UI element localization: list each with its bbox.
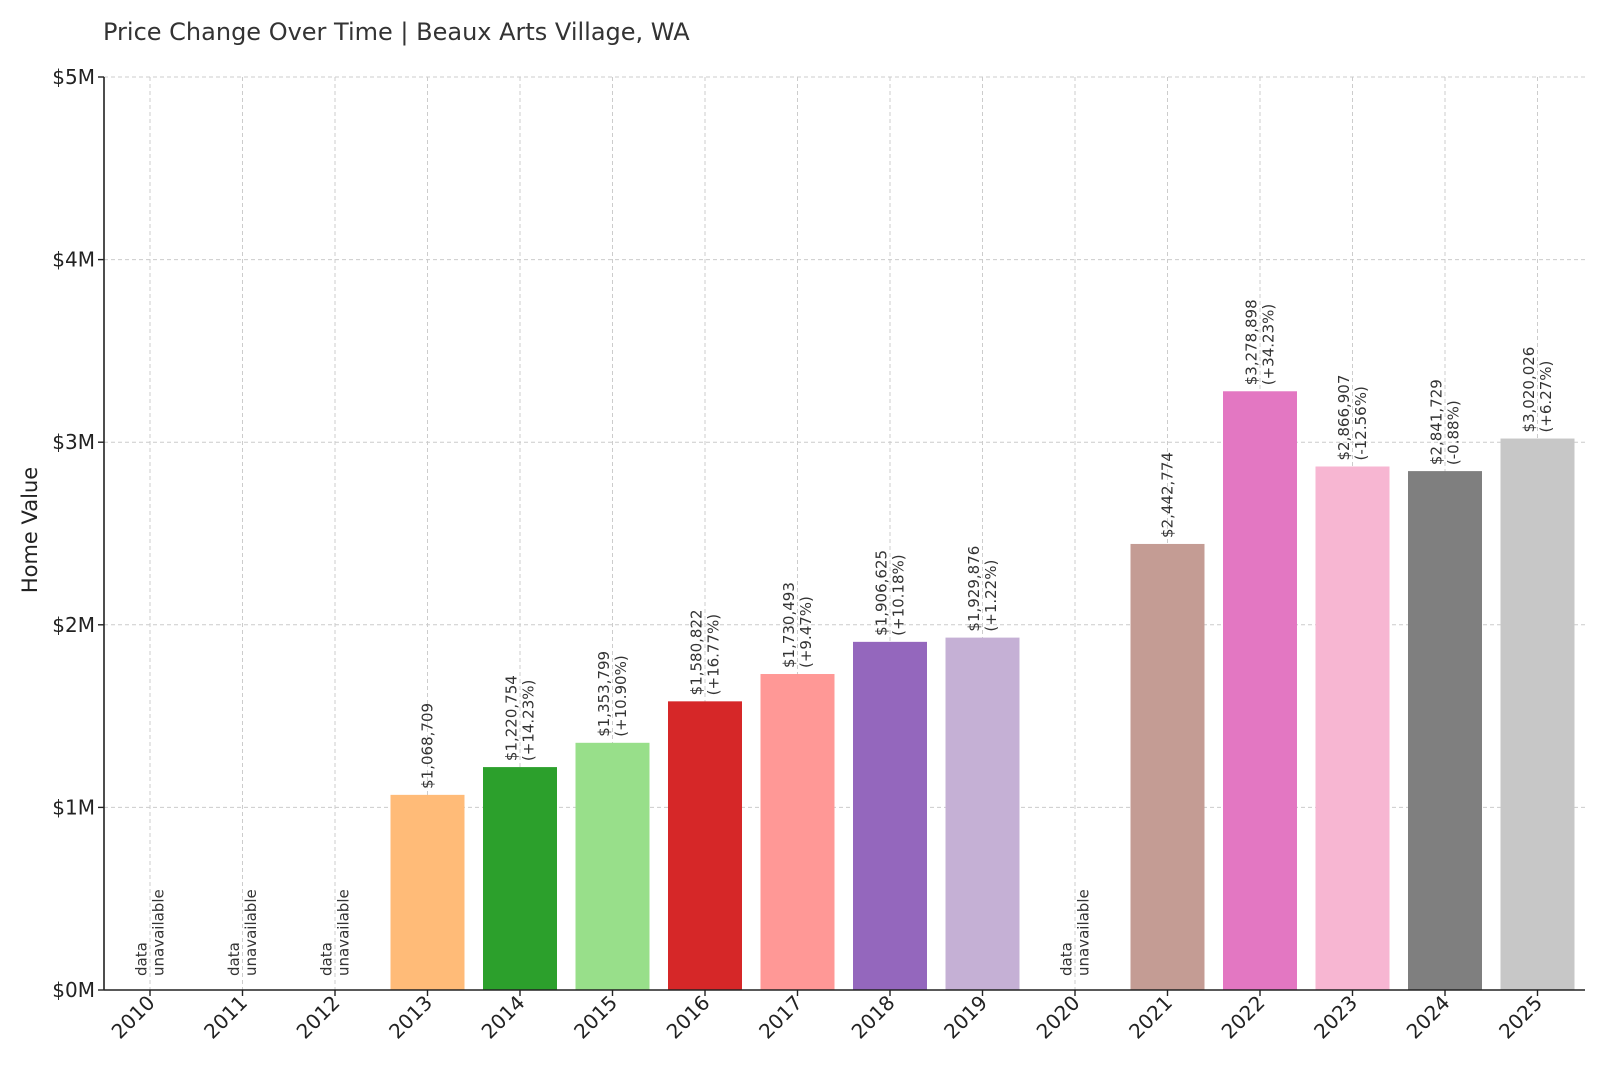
bar-value-label: $2,866,907 [1335, 375, 1353, 461]
bars [390, 391, 1575, 991]
x-tick-label: 2019 [939, 991, 992, 1044]
x-tick-label: 2014 [477, 991, 530, 1044]
bar-value-label: $1,580,822 [688, 609, 706, 695]
bar [1408, 471, 1482, 990]
y-axis-label: Home Value [18, 467, 42, 593]
data-unavailable-label: unavailable [1075, 889, 1093, 976]
bar-value-label: $1,353,799 [595, 651, 613, 737]
x-tick-label: 2016 [662, 991, 715, 1044]
bar [1315, 466, 1390, 990]
bar-value-label: $1,929,876 [965, 546, 983, 632]
y-tick-label: $0M [52, 978, 95, 1002]
x-tick-label: 2021 [1124, 991, 1177, 1044]
bar-value-label: $2,841,729 [1428, 379, 1446, 465]
axes [103, 77, 1585, 991]
bar-value-label: (+6.27%) [1537, 361, 1555, 433]
bar [390, 794, 465, 990]
x-tick-label: 2010 [107, 991, 160, 1044]
y-ticks: $0M $1M $2M $3M $4M $5M [52, 65, 104, 1002]
bar [853, 641, 927, 990]
data-unavailable-label: unavailable [150, 889, 168, 976]
y-tick-label: $3M [52, 430, 95, 454]
data-unavailable-label: data [1058, 942, 1076, 976]
bar [483, 767, 557, 990]
x-tick-label: 2012 [292, 991, 345, 1044]
x-tick-label: 2025 [1494, 991, 1547, 1044]
bar [1223, 391, 1297, 991]
x-tick-label: 2013 [384, 991, 437, 1044]
bar-value-label: $3,278,898 [1243, 299, 1261, 385]
bar-value-label: $1,068,709 [419, 703, 437, 789]
y-tick-label: $1M [52, 795, 95, 819]
chart-title: Price Change Over Time | Beaux Arts Vill… [103, 18, 690, 46]
data-unavailable-label: data [133, 942, 151, 976]
bar-value-label: (+10.90%) [612, 655, 630, 736]
y-tick-label: $4M [52, 248, 95, 272]
bar-value-label: $1,220,754 [503, 675, 521, 761]
bar-value-label: $1,906,625 [873, 550, 891, 636]
bar-value-label: (-0.88%) [1445, 400, 1463, 465]
bar-value-label: $1,730,493 [780, 582, 798, 668]
x-tick-label: 2018 [847, 991, 900, 1044]
bar [668, 701, 742, 990]
bar [760, 674, 835, 990]
x-tick-label: 2015 [569, 991, 622, 1044]
bar-value-label: (+16.77%) [705, 614, 723, 695]
bar [1130, 543, 1205, 990]
data-unavailable-label: unavailable [335, 889, 353, 976]
x-tick-label: 2020 [1032, 991, 1085, 1044]
bar-value-label: (+1.22%) [982, 560, 1000, 632]
bar-value-label: (+34.23%) [1260, 304, 1278, 385]
x-ticks: 2010 2011 2012 2013 2014 2015 2016 2017 2018 2019… [107, 990, 1547, 1044]
data-unavailable-label: unavailable [242, 889, 260, 976]
data-unavailable-label: data [318, 942, 336, 976]
bar [575, 742, 650, 990]
data-unavailable-label: data [225, 942, 243, 976]
bar [1500, 438, 1575, 991]
x-tick-label: 2011 [199, 991, 252, 1044]
bar-value-label: (+10.18%) [890, 554, 908, 635]
bar-value-label: (+9.47%) [797, 596, 815, 668]
y-tick-label: $2M [52, 613, 95, 637]
bar-value-label: (-12.56%) [1352, 386, 1370, 460]
bar-value-label: $3,020,026 [1520, 347, 1538, 433]
bar-value-label: $2,442,774 [1159, 452, 1177, 538]
bar-value-label: (+14.23%) [520, 680, 538, 761]
x-tick-label: 2024 [1402, 991, 1455, 1044]
x-tick-label: 2022 [1217, 991, 1270, 1044]
x-tick-label: 2017 [754, 991, 807, 1044]
y-tick-label: $5M [52, 65, 95, 89]
bar-labels: data unavailable data unavailable data unavai… [133, 299, 1556, 976]
bar [945, 637, 1020, 990]
x-tick-label: 2023 [1309, 991, 1362, 1044]
